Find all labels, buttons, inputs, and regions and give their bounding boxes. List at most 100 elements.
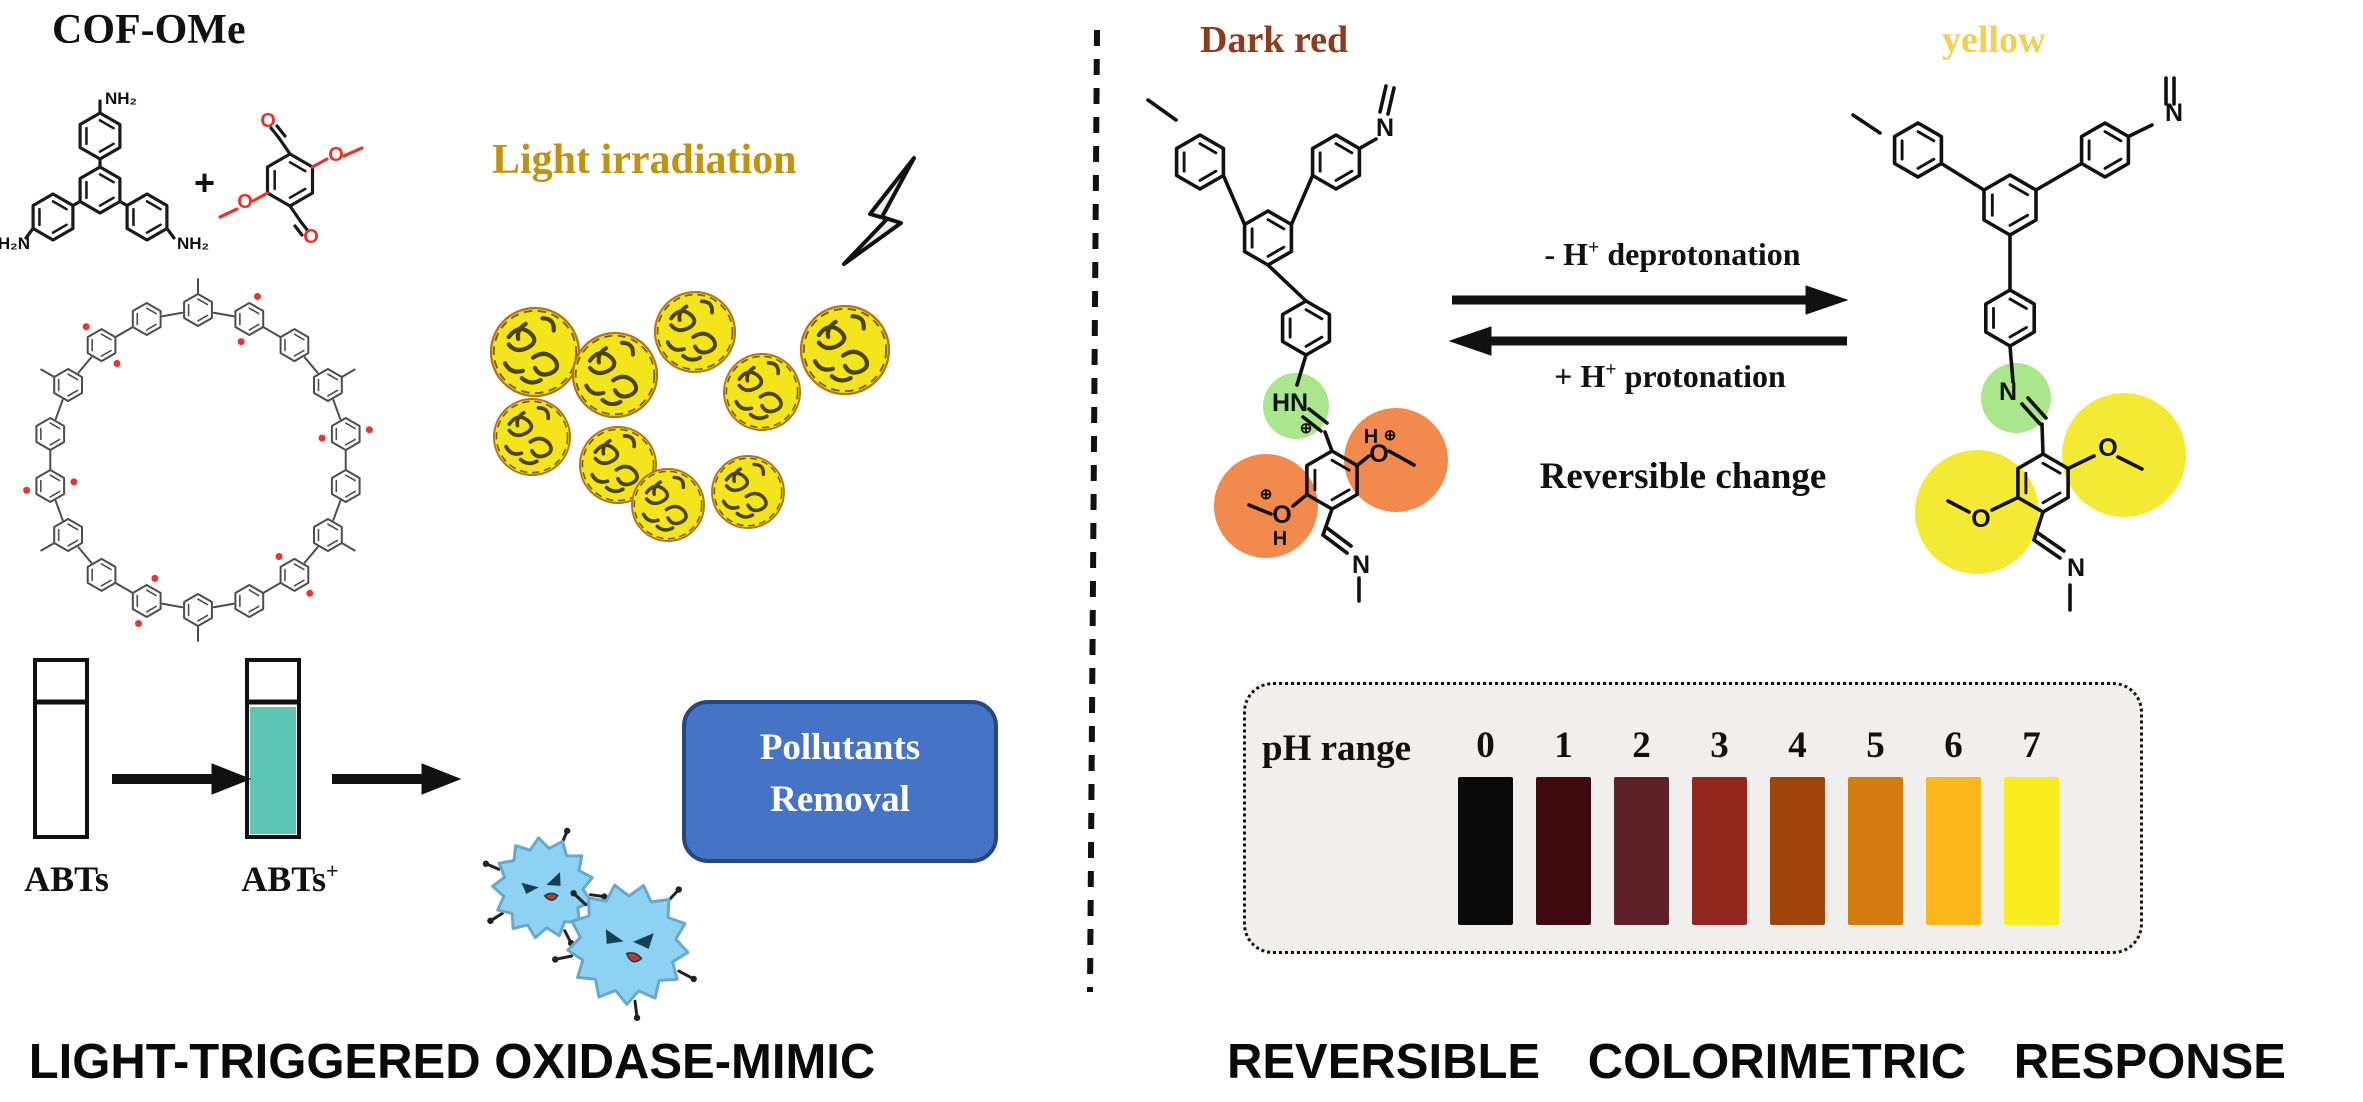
dark-red-label: Dark red	[1200, 19, 1349, 61]
reaction-arrow-1	[112, 763, 252, 795]
ph-swatch-0	[1458, 777, 1513, 925]
ph-swatch-7	[2004, 777, 2059, 925]
protonated-structure	[1146, 84, 1448, 603]
dimethoxy-dialdehyde-monomer-structure	[218, 124, 364, 237]
equilibrium-arrow-forward	[1452, 285, 1849, 315]
light-irradiation-label: Light irradiation	[492, 137, 797, 183]
aldehyde-o-bottom: O	[303, 226, 319, 248]
pollutant-microbes	[482, 827, 697, 1022]
ph-cell-1: 1	[1536, 721, 1591, 925]
cof-microspheres	[491, 290, 889, 543]
ph-number-5: 5	[1866, 725, 1885, 766]
pollutants-line2: Removal	[770, 779, 910, 820]
cof-sphere	[491, 308, 579, 396]
prot-sup: +	[1605, 358, 1617, 381]
methoxy-o-right: O	[328, 144, 344, 166]
abts-plus-sup: +	[326, 858, 339, 883]
cof-sphere	[653, 290, 737, 374]
imine-n-bottom-left-struct: N	[1352, 551, 1370, 579]
protonation-label: + H+ protonation	[1510, 358, 1830, 395]
cof-title: COF-OMe	[52, 7, 246, 53]
prot-pre: + H	[1554, 358, 1606, 394]
deprot-pre: - H	[1544, 236, 1588, 272]
amine-label-left: H₂N	[0, 234, 30, 253]
ph-colorimetric-scale: pH range 0 1 2 3 4 5 6 7	[1243, 682, 2143, 954]
abts-plus-base: ABTs	[241, 859, 326, 899]
ph-range-label: pH range	[1262, 728, 1412, 769]
cof-sphere	[710, 454, 786, 530]
cof-sphere	[492, 397, 572, 477]
cuvette-abts	[33, 658, 89, 839]
triamine-monomer-structure	[24, 99, 176, 242]
reaction-arrow-2	[332, 763, 462, 795]
ph-number-7: 7	[2022, 725, 2041, 766]
ph-cell-0: 0	[1458, 721, 1513, 925]
deprot-sup: +	[1588, 236, 1600, 259]
ph-cell-6: 6	[1926, 721, 1981, 925]
plus-charge-1: ⊕	[1300, 420, 1313, 437]
ph-swatch-2	[1614, 777, 1669, 925]
cof-sphere	[801, 306, 889, 394]
deprot-post: deprotonation	[1599, 236, 1801, 272]
ph-cell-7: 7	[2004, 721, 2059, 925]
left-panel-caption: LIGHT-TRIGGERED OXIDASE-MIMIC	[28, 1035, 876, 1089]
methoxy-o-left: O	[237, 191, 253, 213]
prot-post: protonation	[1616, 358, 1786, 394]
microbe-icon	[552, 883, 697, 1022]
ph-swatch-5	[1848, 777, 1903, 925]
teal-liquid	[250, 707, 296, 834]
aldehyde-o-top: O	[260, 110, 276, 132]
abts-label: ABTs	[24, 859, 109, 899]
reversible-change-label: Reversible change	[1539, 456, 1827, 497]
ph-swatch-6	[1926, 777, 1981, 925]
ph-number-1: 1	[1554, 725, 1573, 766]
iminium-hn: HN	[1272, 389, 1308, 417]
ph-number-6: 6	[1944, 725, 1963, 766]
ph-scale-cells: 0 1 2 3 4 5 6 7	[1458, 721, 2059, 925]
ph-number-2: 2	[1632, 725, 1651, 766]
methoxy-o-right-struct: O	[2098, 434, 2117, 462]
yellow-label: yellow	[1942, 19, 2046, 61]
equilibrium-arrow-backward	[1448, 326, 1847, 356]
ph-cell-5: 5	[1848, 721, 1903, 925]
amine-label-top: NH₂	[105, 89, 137, 108]
oh-o-right: O	[1369, 440, 1388, 468]
panel-divider	[1087, 29, 1100, 993]
imine-n-top-left-struct: N	[1376, 114, 1394, 142]
ph-cell-4: 4	[1770, 721, 1825, 925]
imine-n-bottom-right-struct: N	[2067, 554, 2085, 582]
oh-o-left: O	[1272, 501, 1291, 529]
ph-number-3: 3	[1710, 725, 1729, 766]
oh-h-right: H	[1364, 426, 1378, 448]
imine-n-green: N	[1999, 378, 2017, 406]
ph-swatch-3	[1692, 777, 1747, 925]
cof-macrocycle-structure	[23, 278, 373, 642]
right-panel-caption: REVERSIBLE COLORIMETRIC RESPONSE	[1226, 1035, 2286, 1089]
plus-sign: +	[194, 162, 216, 203]
cuvette-abts-plus	[245, 658, 301, 839]
cof-sphere	[722, 352, 802, 432]
cof-sphere	[573, 333, 657, 417]
ph-cell-2: 2	[1614, 721, 1669, 925]
microbe-icon	[482, 827, 608, 947]
methoxy-o-left-struct: O	[1971, 505, 1990, 533]
ph-number-0: 0	[1476, 725, 1495, 766]
plus-charge-2: ⊕	[1384, 427, 1397, 444]
amine-label-right: NH₂	[177, 234, 209, 253]
pollutants-removal-box: Pollutants Removal	[682, 700, 998, 863]
plus-charge-3: ⊕	[1260, 486, 1273, 503]
cof-sphere	[630, 467, 706, 543]
ph-swatch-1	[1536, 777, 1591, 925]
pollutants-line1: Pollutants	[759, 727, 921, 768]
ph-number-4: 4	[1788, 725, 1807, 766]
oh-h-left: H	[1273, 528, 1287, 550]
ph-cell-3: 3	[1692, 721, 1747, 925]
lightning-bolt-icon	[842, 156, 916, 266]
abts-plus-label: ABTs+	[230, 858, 350, 900]
imine-n-top-right-struct: N	[2165, 99, 2183, 127]
deprotonation-label: - H+ deprotonation	[1500, 236, 1845, 273]
ph-swatch-4	[1770, 777, 1825, 925]
deprotonated-structure	[1851, 76, 2186, 612]
